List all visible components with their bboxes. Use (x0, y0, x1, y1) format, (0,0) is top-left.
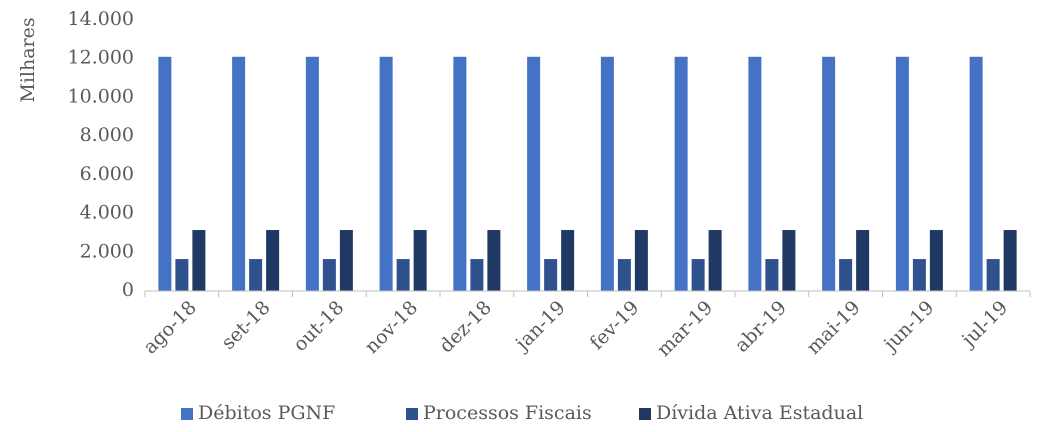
x-tick-label: jan-19 (510, 297, 569, 356)
legend-label: Processos Fiscais (423, 402, 592, 424)
bar-d-vida-ativa-estadual-jul-19 (1003, 230, 1017, 291)
x-tick-label: abr-19 (731, 297, 791, 357)
bar-d-vida-ativa-estadual-nov-18 (413, 230, 427, 291)
bar-d-bitos-pgnf-jun-19 (895, 56, 909, 291)
y-axis-ticks: 0 2.000 4.000 6.000 8.000 10.000 12.000 14.000 (68, 8, 134, 301)
x-tick-label: dez-18 (435, 297, 496, 358)
y-tick-label: 10.000 (68, 85, 134, 107)
bar-d-vida-ativa-estadual-mai-19 (856, 230, 870, 291)
bar-d-bitos-pgnf-jan-19 (527, 56, 541, 291)
bar-series (158, 56, 1017, 291)
bar-d-bitos-pgnf-fev-19 (600, 56, 614, 291)
bar-d-bitos-pgnf-ago-18 (158, 56, 172, 291)
bar-processos-fiscais-out-18 (322, 259, 336, 291)
x-tick-label: mai-19 (802, 297, 864, 359)
bar-processos-fiscais-mar-19 (691, 259, 705, 291)
legend-swatch (181, 408, 193, 420)
y-tick-label: 14.000 (68, 8, 134, 30)
legend: Débitos PGNF Processos Fiscais Dívida Ativ… (181, 402, 863, 424)
bar-d-bitos-pgnf-set-18 (232, 56, 246, 291)
bar-d-bitos-pgnf-abr-19 (748, 56, 762, 291)
bar-d-vida-ativa-estadual-set-18 (266, 230, 280, 291)
bar-d-vida-ativa-estadual-ago-18 (192, 230, 206, 291)
x-tick-label: jul-19 (956, 297, 1012, 353)
bar-d-vida-ativa-estadual-out-18 (339, 230, 353, 291)
bar-processos-fiscais-jul-19 (986, 259, 1000, 291)
bar-processos-fiscais-jun-19 (912, 259, 926, 291)
legend-swatch (639, 408, 651, 420)
x-tick-label: jun-19 (878, 297, 938, 357)
bar-d-vida-ativa-estadual-abr-19 (782, 230, 796, 291)
y-tick-label: 4.000 (80, 202, 134, 224)
bar-d-bitos-pgnf-dez-18 (453, 56, 467, 291)
y-tick-label: 6.000 (80, 163, 134, 185)
bar-d-vida-ativa-estadual-jan-19 (561, 230, 575, 291)
bar-d-bitos-pgnf-out-18 (305, 56, 319, 291)
bar-processos-fiscais-fev-19 (617, 259, 631, 291)
bar-processos-fiscais-abr-19 (765, 259, 779, 291)
x-tick-label: nov-18 (361, 297, 423, 359)
y-axis-title: Milhares (17, 17, 39, 102)
legend-swatch (406, 408, 418, 420)
bar-d-bitos-pgnf-mai-19 (822, 56, 836, 291)
legend-label: Dívida Ativa Estadual (656, 402, 863, 424)
bar-d-vida-ativa-estadual-jun-19 (929, 230, 943, 291)
bar-d-vida-ativa-estadual-fev-19 (634, 230, 648, 291)
x-tick-label: fev-19 (586, 297, 644, 355)
y-tick-label: 8.000 (80, 124, 134, 146)
x-tick-label: set-18 (217, 297, 274, 354)
x-tick-label: out-18 (289, 297, 348, 356)
bar-processos-fiscais-nov-18 (396, 259, 410, 291)
bar-d-bitos-pgnf-nov-18 (379, 56, 393, 291)
bar-d-bitos-pgnf-mar-19 (674, 56, 688, 291)
legend-label: Débitos PGNF (198, 402, 335, 424)
x-tick-label: ago-18 (139, 297, 201, 359)
bar-processos-fiscais-mai-19 (839, 259, 853, 291)
y-tick-label: 0 (122, 279, 134, 301)
x-axis-ticks: ago-18 set-18 out-18 nov-18 dez-18 jan-19 fev-… (139, 291, 1031, 361)
bar-processos-fiscais-dez-18 (470, 259, 484, 291)
bar-processos-fiscais-jan-19 (544, 259, 558, 291)
bar-processos-fiscais-set-18 (249, 259, 263, 291)
y-tick-label: 2.000 (80, 240, 134, 262)
y-tick-label: 12.000 (68, 47, 134, 69)
bar-d-bitos-pgnf-jul-19 (969, 56, 983, 291)
x-tick-label: mar-19 (653, 297, 717, 361)
bar-d-vida-ativa-estadual-dez-18 (487, 230, 501, 291)
bar-d-vida-ativa-estadual-mar-19 (708, 230, 722, 291)
bar-processos-fiscais-ago-18 (175, 259, 189, 291)
